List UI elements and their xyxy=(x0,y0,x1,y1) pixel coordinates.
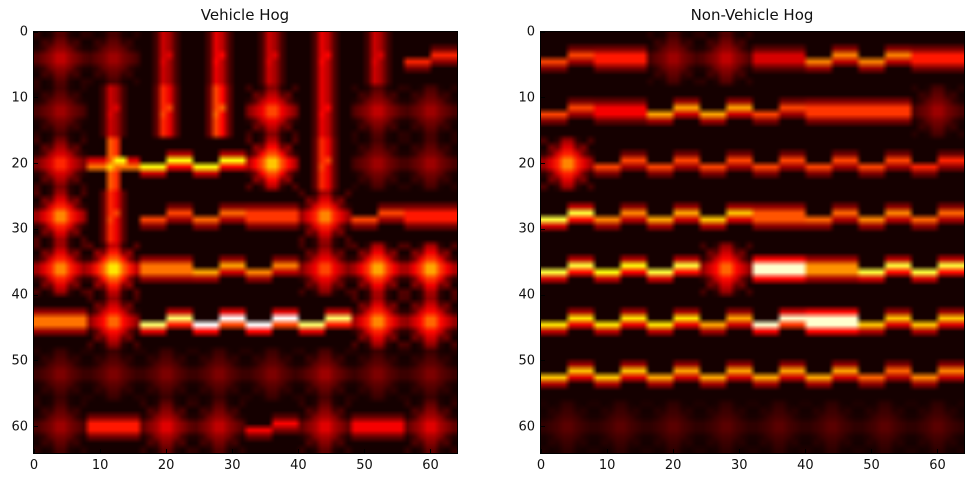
vehicle-hog-title: Vehicle Hog xyxy=(200,6,290,24)
vehicle-hog-y-tick-mark xyxy=(34,228,38,230)
vehicle-hog-x-tick-label: 0 xyxy=(29,458,39,473)
non-vehicle-hog-y-tick-label: 10 xyxy=(518,90,535,106)
non-vehicle-hog-x-tick-label: 50 xyxy=(863,458,880,473)
non-vehicle-hog-x-tick-label: 10 xyxy=(598,458,616,473)
non-vehicle-hog-x-tick-label: 60 xyxy=(929,458,946,473)
vehicle-hog-x-tick-mark xyxy=(99,449,101,453)
non-vehicle-hog-y-tick-mark xyxy=(541,163,545,165)
vehicle-hog-x-tick-mark xyxy=(231,449,233,453)
vehicle-hog-y-tick-mark xyxy=(34,360,38,362)
non-vehicle-hog-y-tick-mark xyxy=(541,426,545,428)
vehicle-hog-x-tick-mark xyxy=(165,449,167,453)
non-vehicle-hog-x-tick-label: 40 xyxy=(797,458,814,473)
vehicle-hog-x-tick-label: 10 xyxy=(91,458,109,473)
vehicle-hog-x-tick-mark xyxy=(33,449,35,453)
non-vehicle-hog-y-tick-label: 0 xyxy=(526,24,535,40)
vehicle-hog-x-tick-mark xyxy=(297,449,299,453)
non-vehicle-hog-y-tick-mark xyxy=(541,360,545,362)
non-vehicle-hog-x-tick-mark xyxy=(870,449,872,453)
vehicle-hog-y-tick-label: 50 xyxy=(11,353,28,369)
vehicle-hog-x-tick-mark xyxy=(363,449,365,453)
vehicle-hog-heatmap-image xyxy=(34,32,457,453)
non-vehicle-hog-y-tick-mark xyxy=(541,97,545,99)
non-vehicle-hog-x-tick-mark xyxy=(672,449,674,453)
non-vehicle-hog-x-tick-mark xyxy=(937,449,939,453)
vehicle-hog-x-tick-label: 60 xyxy=(422,458,439,473)
non-vehicle-hog-x-tick-mark xyxy=(540,449,542,453)
vehicle-hog-y-tick-label: 30 xyxy=(11,221,28,237)
non-vehicle-hog-x-tick-label: 20 xyxy=(664,458,682,473)
vehicle-hog-y-tick-mark xyxy=(34,97,38,99)
non-vehicle-hog-x-tick-label: 0 xyxy=(536,458,546,473)
non-vehicle-hog-y-tick-label: 40 xyxy=(518,287,535,303)
vehicle-hog-y-tick-mark xyxy=(34,426,38,428)
non-vehicle-hog-y-tick-mark xyxy=(541,294,545,296)
non-vehicle-hog-x-tick-label: 30 xyxy=(731,458,748,473)
vehicle-hog-y-tick-mark xyxy=(34,163,38,165)
non-vehicle-hog-y-tick-label: 50 xyxy=(518,353,535,369)
vehicle-hog-heatmap xyxy=(33,31,458,454)
non-vehicle-hog-x-tick-mark xyxy=(738,449,740,453)
non-vehicle-hog-y-tick-label: 20 xyxy=(518,156,535,172)
vehicle-hog-x-tick-label: 50 xyxy=(356,458,373,473)
non-vehicle-hog-x-tick-mark xyxy=(804,449,806,453)
non-vehicle-hog-title: Non-Vehicle Hog xyxy=(690,6,814,24)
non-vehicle-hog-y-tick-mark xyxy=(541,31,545,33)
vehicle-hog-y-tick-mark xyxy=(34,294,38,296)
non-vehicle-hog-x-tick-mark xyxy=(606,449,608,453)
vehicle-hog-y-tick-label: 0 xyxy=(19,24,28,40)
vehicle-hog-y-tick-label: 40 xyxy=(11,287,28,303)
vehicle-hog-y-tick-label: 10 xyxy=(11,90,28,106)
non-vehicle-hog-y-tick-label: 30 xyxy=(518,221,535,237)
vehicle-hog-y-tick-mark xyxy=(34,31,38,33)
non-vehicle-hog-heatmap-image xyxy=(541,32,964,453)
vehicle-hog-x-tick-mark xyxy=(430,449,432,453)
vehicle-hog-x-tick-label: 40 xyxy=(290,458,307,473)
non-vehicle-hog-y-tick-mark xyxy=(541,228,545,230)
vehicle-hog-x-tick-label: 30 xyxy=(224,458,241,473)
vehicle-hog-x-tick-label: 20 xyxy=(157,458,175,473)
vehicle-hog-y-tick-label: 60 xyxy=(11,419,28,435)
vehicle-hog-y-tick-label: 20 xyxy=(11,156,28,172)
non-vehicle-hog-heatmap xyxy=(540,31,965,454)
non-vehicle-hog-y-tick-label: 60 xyxy=(518,419,535,435)
